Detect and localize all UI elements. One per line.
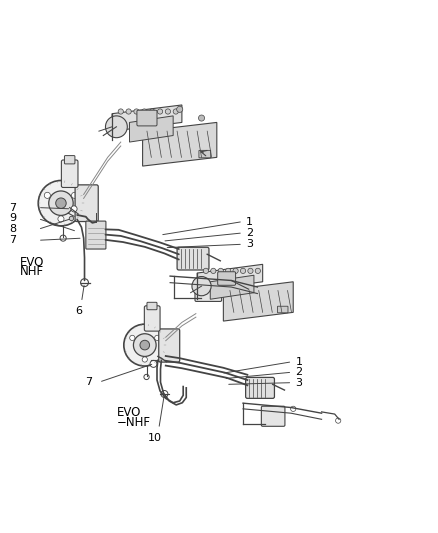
Circle shape [60,235,66,241]
Circle shape [198,115,205,121]
Circle shape [142,357,148,362]
Text: EVO: EVO [117,406,141,419]
Text: 7: 7 [85,377,92,387]
Text: 10: 10 [147,433,161,443]
Text: 9: 9 [10,214,17,223]
Polygon shape [210,275,254,299]
Text: 8: 8 [10,224,17,235]
Circle shape [203,268,208,273]
FancyBboxPatch shape [64,156,75,164]
Circle shape [124,324,166,366]
FancyBboxPatch shape [177,247,209,270]
Polygon shape [223,282,293,321]
Text: 7: 7 [10,235,17,245]
Circle shape [38,181,84,226]
FancyBboxPatch shape [218,272,236,285]
FancyBboxPatch shape [86,221,106,249]
Circle shape [161,391,168,398]
Text: 2: 2 [246,228,253,238]
Circle shape [173,109,178,114]
Circle shape [233,280,239,286]
Circle shape [69,216,74,221]
Text: 3: 3 [246,239,253,249]
Circle shape [240,268,246,273]
Circle shape [58,216,64,222]
FancyBboxPatch shape [199,150,211,158]
Circle shape [140,340,150,350]
Circle shape [226,268,231,273]
Text: 3: 3 [295,378,302,387]
FancyBboxPatch shape [246,377,275,398]
Circle shape [106,116,127,138]
Text: 2: 2 [295,367,303,377]
Circle shape [290,406,296,411]
Circle shape [165,109,170,114]
Circle shape [211,268,216,273]
Circle shape [126,109,131,114]
Circle shape [142,109,147,114]
Circle shape [134,109,139,114]
Text: 1: 1 [295,357,302,367]
Polygon shape [143,123,217,166]
Text: 6: 6 [75,306,82,316]
Circle shape [44,192,50,198]
Circle shape [336,418,341,423]
Circle shape [157,109,162,114]
Text: 7: 7 [10,203,17,213]
FancyBboxPatch shape [278,306,288,313]
FancyBboxPatch shape [61,160,78,188]
Circle shape [150,109,155,114]
Circle shape [49,191,73,215]
FancyBboxPatch shape [145,306,160,331]
Circle shape [144,374,149,379]
Circle shape [56,198,66,208]
FancyBboxPatch shape [195,279,222,302]
Circle shape [177,106,183,112]
Circle shape [150,360,157,367]
Circle shape [118,109,124,114]
Circle shape [71,206,77,212]
Circle shape [71,192,78,198]
Circle shape [255,268,261,273]
Text: NHF: NHF [20,265,45,278]
Circle shape [155,335,160,341]
Polygon shape [112,105,182,131]
Circle shape [81,279,88,287]
Circle shape [218,268,223,273]
Text: 1: 1 [246,216,253,227]
Circle shape [192,277,211,296]
FancyBboxPatch shape [147,302,157,310]
FancyBboxPatch shape [261,406,285,426]
Polygon shape [130,116,173,142]
Circle shape [233,268,238,273]
Text: −NHF: −NHF [117,416,150,429]
Circle shape [248,268,253,273]
FancyBboxPatch shape [137,110,157,126]
Polygon shape [197,264,263,290]
FancyBboxPatch shape [75,185,98,222]
Text: EVO: EVO [20,256,45,269]
Circle shape [134,334,156,357]
Circle shape [130,335,135,341]
FancyBboxPatch shape [159,329,180,362]
